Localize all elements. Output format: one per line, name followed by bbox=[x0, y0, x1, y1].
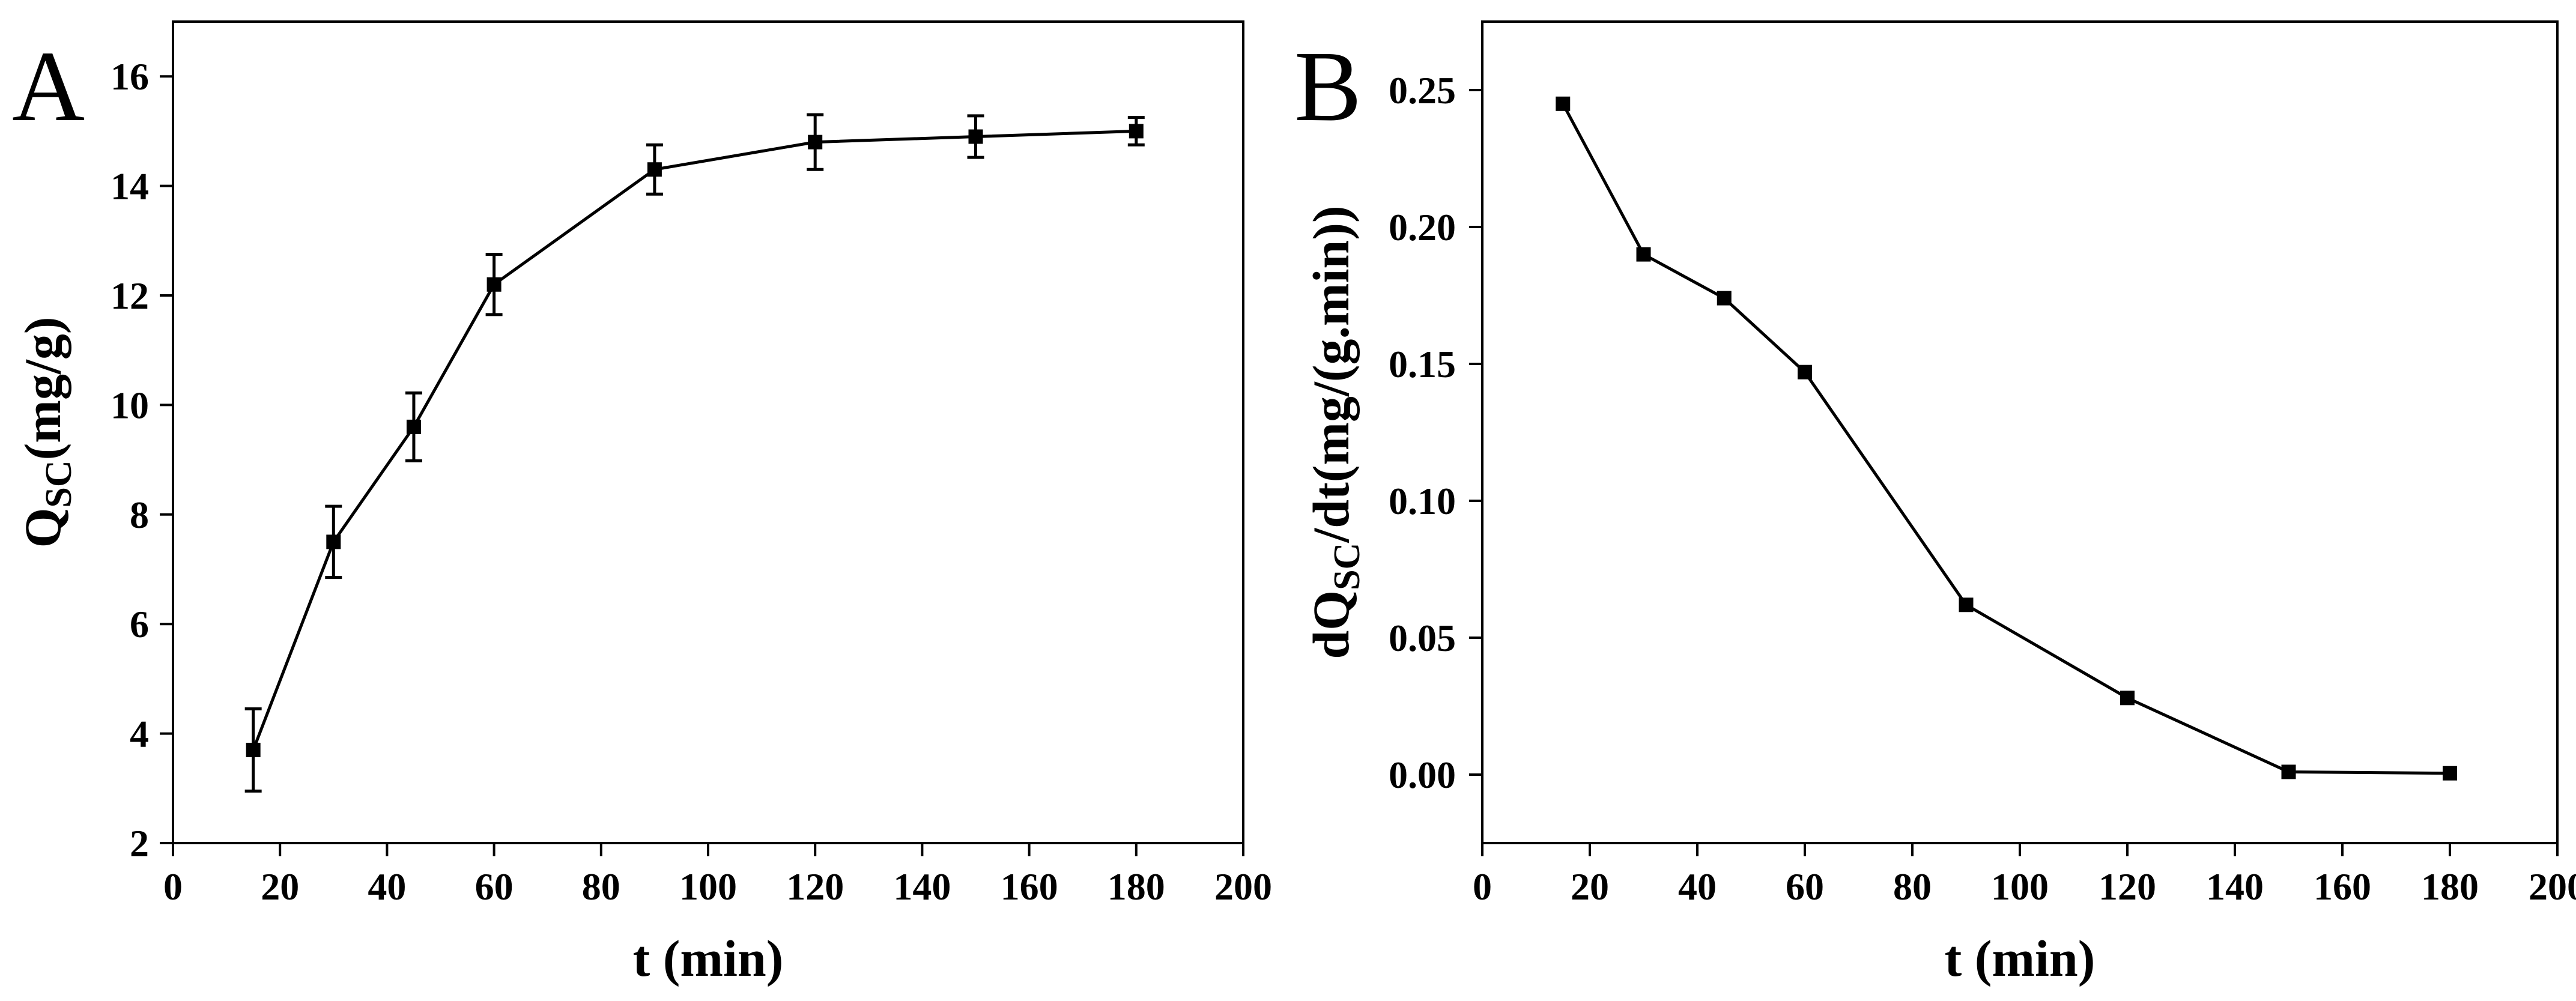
panel-b-data-point bbox=[2120, 691, 2135, 706]
panel-a-y-tick-label: 12 bbox=[111, 274, 149, 317]
panel-a-x-tick-label: 40 bbox=[368, 865, 406, 908]
panel-b-data-point bbox=[2281, 764, 2296, 779]
panel-a-series-line bbox=[252, 129, 1136, 751]
panel-a-x-tick-label: 80 bbox=[582, 865, 620, 908]
panel-b-x-tick-label: 120 bbox=[2099, 865, 2156, 908]
panel-b-data-point bbox=[2443, 766, 2457, 781]
panel-a-y-tick-label: 6 bbox=[130, 603, 149, 646]
panel-b-series-line bbox=[1562, 103, 2450, 775]
panel-a-plot-frame bbox=[172, 20, 1244, 844]
panel-a-x-tick-label: 180 bbox=[1108, 865, 1165, 908]
panel-a-y-axis-title: QSC(mg/g) bbox=[14, 317, 79, 548]
panel-a-x-tick-label: 120 bbox=[786, 865, 844, 908]
panel-a-data-point bbox=[326, 534, 341, 549]
panel-a-x-tick-label: 160 bbox=[1001, 865, 1058, 908]
panel-b-y-axis-title-units: /dt(mg/(g.min)) bbox=[1302, 205, 1360, 543]
panel-b-y-axis-title: dQSC/dt(mg/(g.min)) bbox=[1302, 205, 1368, 659]
panel-b-x-tick-label: 100 bbox=[1991, 865, 2049, 908]
panel-b-y-tick-label: 0.05 bbox=[1389, 617, 1456, 659]
panel-a-y-tick-label: 10 bbox=[111, 384, 149, 426]
panel-b-x-tick-label: 140 bbox=[2206, 865, 2264, 908]
panel-b-x-tick-label: 0 bbox=[1473, 865, 1492, 908]
panel-b-x-tick-label: 80 bbox=[1893, 865, 1932, 908]
panel-b-x-axis-title: t (min) bbox=[1945, 930, 2096, 987]
panel-a-x-axis-title: t (min) bbox=[633, 930, 784, 987]
panel-b-y-tick-label: 0.25 bbox=[1389, 69, 1456, 112]
panel-a-y-axis-title-main: Q bbox=[14, 508, 71, 548]
panel-b-y-tick-label: 0.10 bbox=[1389, 480, 1456, 522]
panel-a-y-axis-title-units: (mg/g) bbox=[14, 317, 71, 461]
panel-b-y-tick-label: 0.20 bbox=[1389, 206, 1456, 249]
panel-b-data-point bbox=[1959, 597, 1974, 612]
panel-a-y-tick-label: 8 bbox=[130, 494, 149, 536]
panel-a-x-tick-label: 60 bbox=[475, 865, 514, 908]
panel-a-data-point bbox=[486, 277, 502, 292]
panel-b-y-axis-title-main: dQ bbox=[1302, 590, 1360, 659]
panel-b-y-tick-label: 0.00 bbox=[1389, 754, 1456, 796]
panel-a-y-tick-label: 2 bbox=[130, 822, 149, 865]
panel-a-x-tick-label: 20 bbox=[261, 865, 299, 908]
panel-a-data-point bbox=[647, 162, 662, 177]
panel-b-y-axis-title-subscript: SC bbox=[1327, 543, 1368, 590]
panel-a-data-point bbox=[406, 419, 421, 434]
panel-b-data-point bbox=[1798, 364, 1812, 380]
panel-a-data-point bbox=[246, 742, 261, 757]
panel-a-x-tick-label: 0 bbox=[163, 865, 183, 908]
panel-b-x-tick-label: 180 bbox=[2421, 865, 2479, 908]
panel-a-x-tick-label: 100 bbox=[679, 865, 737, 908]
panel-a-x-tick-label: 140 bbox=[893, 865, 951, 908]
panel-b-x-tick-label: 160 bbox=[2314, 865, 2371, 908]
panel-a-letter: A bbox=[12, 31, 85, 142]
panel-a-y-tick-label: 4 bbox=[130, 713, 149, 755]
panel-b-data-point bbox=[1556, 96, 1571, 111]
panel-b-y-tick-label: 0.15 bbox=[1389, 343, 1456, 386]
panel-b-x-tick-label: 40 bbox=[1678, 865, 1717, 908]
panel-a-y-tick-label: 14 bbox=[111, 165, 149, 208]
panel-b-letter: B bbox=[1294, 31, 1362, 142]
panel-b-x-tick-label: 60 bbox=[1786, 865, 1824, 908]
panel-a-data-point bbox=[1129, 124, 1144, 139]
panel-b-data-point bbox=[1717, 291, 1732, 306]
panel-b-x-tick-label: 20 bbox=[1571, 865, 1609, 908]
panel-b-x-tick-label: 200 bbox=[2529, 865, 2576, 908]
panel-a-y-axis-title-subscript: SC bbox=[38, 460, 79, 507]
panel-a-y-tick-label: 16 bbox=[111, 55, 149, 98]
panel-b-data-point bbox=[1636, 247, 1651, 262]
panel-a-data-point bbox=[808, 135, 823, 150]
panel-a-x-tick-label: 200 bbox=[1214, 865, 1272, 908]
panel-a-data-point bbox=[968, 129, 983, 144]
panel-b-plot-frame bbox=[1481, 20, 2559, 844]
